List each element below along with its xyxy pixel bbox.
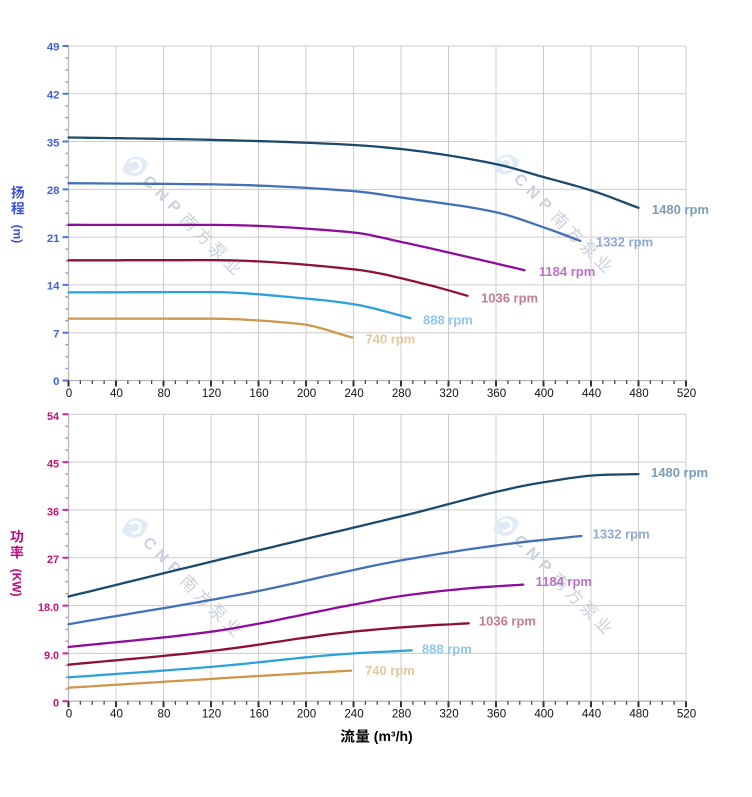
svg-text:0: 0 — [53, 698, 59, 710]
svg-text:9.0: 9.0 — [44, 650, 59, 662]
svg-text:280: 280 — [392, 387, 411, 400]
svg-text:21: 21 — [47, 233, 60, 245]
svg-text:120: 120 — [202, 387, 221, 400]
svg-text:1184 rpm: 1184 rpm — [536, 574, 592, 589]
svg-text:888 rpm: 888 rpm — [423, 313, 473, 328]
svg-text:0: 0 — [53, 376, 59, 388]
svg-text:888 rpm: 888 rpm — [422, 642, 472, 657]
svg-text:400: 400 — [534, 387, 553, 400]
svg-text:520: 520 — [677, 708, 696, 721]
svg-text:(KW): (KW) — [10, 569, 24, 597]
svg-text:1332 rpm: 1332 rpm — [596, 235, 653, 250]
svg-text:160: 160 — [249, 387, 268, 400]
svg-text:200: 200 — [297, 387, 316, 400]
svg-text:740 rpm: 740 rpm — [366, 332, 416, 347]
svg-text:360: 360 — [487, 708, 506, 721]
svg-text:360: 360 — [487, 387, 506, 400]
svg-text:160: 160 — [249, 708, 268, 721]
svg-text:0: 0 — [66, 387, 72, 400]
svg-text:1036 rpm: 1036 rpm — [481, 291, 538, 306]
svg-text:80: 80 — [158, 708, 171, 721]
svg-text:1480 rpm: 1480 rpm — [652, 202, 709, 217]
svg-text:40: 40 — [110, 387, 123, 400]
svg-text:80: 80 — [158, 387, 171, 400]
svg-text:35: 35 — [47, 137, 60, 149]
svg-text:200: 200 — [297, 708, 316, 721]
svg-text:1036 rpm: 1036 rpm — [479, 614, 536, 629]
svg-text:14: 14 — [47, 281, 60, 293]
svg-text:27: 27 — [47, 554, 59, 566]
svg-text:1184 rpm: 1184 rpm — [539, 264, 595, 279]
svg-text:(m³/h): (m³/h) — [374, 728, 413, 744]
svg-text:54: 54 — [47, 411, 59, 423]
svg-text:520: 520 — [677, 387, 696, 400]
svg-text:480: 480 — [629, 387, 648, 400]
svg-text:320: 320 — [439, 387, 458, 400]
svg-text:0: 0 — [66, 708, 72, 721]
svg-text:36: 36 — [47, 506, 59, 518]
svg-text:49: 49 — [47, 42, 60, 54]
svg-text:42: 42 — [47, 90, 60, 102]
svg-text:28: 28 — [47, 185, 60, 197]
svg-text:120: 120 — [202, 708, 221, 721]
svg-text:280: 280 — [392, 708, 411, 721]
svg-text:320: 320 — [439, 708, 458, 721]
svg-text:480: 480 — [629, 708, 648, 721]
svg-text:40: 40 — [110, 708, 123, 721]
svg-text:1332 rpm: 1332 rpm — [593, 526, 650, 541]
svg-text:18.0: 18.0 — [38, 602, 59, 614]
svg-text:740 rpm: 740 rpm — [365, 663, 415, 678]
svg-text:440: 440 — [582, 387, 601, 400]
svg-text:440: 440 — [582, 708, 601, 721]
svg-text:1480 rpm: 1480 rpm — [651, 465, 708, 480]
svg-text:400: 400 — [534, 708, 553, 721]
svg-text:7: 7 — [53, 328, 59, 340]
svg-text:45: 45 — [47, 459, 59, 471]
svg-text:240: 240 — [344, 387, 363, 400]
svg-text:240: 240 — [344, 708, 363, 721]
svg-text:(m): (m) — [10, 225, 24, 244]
